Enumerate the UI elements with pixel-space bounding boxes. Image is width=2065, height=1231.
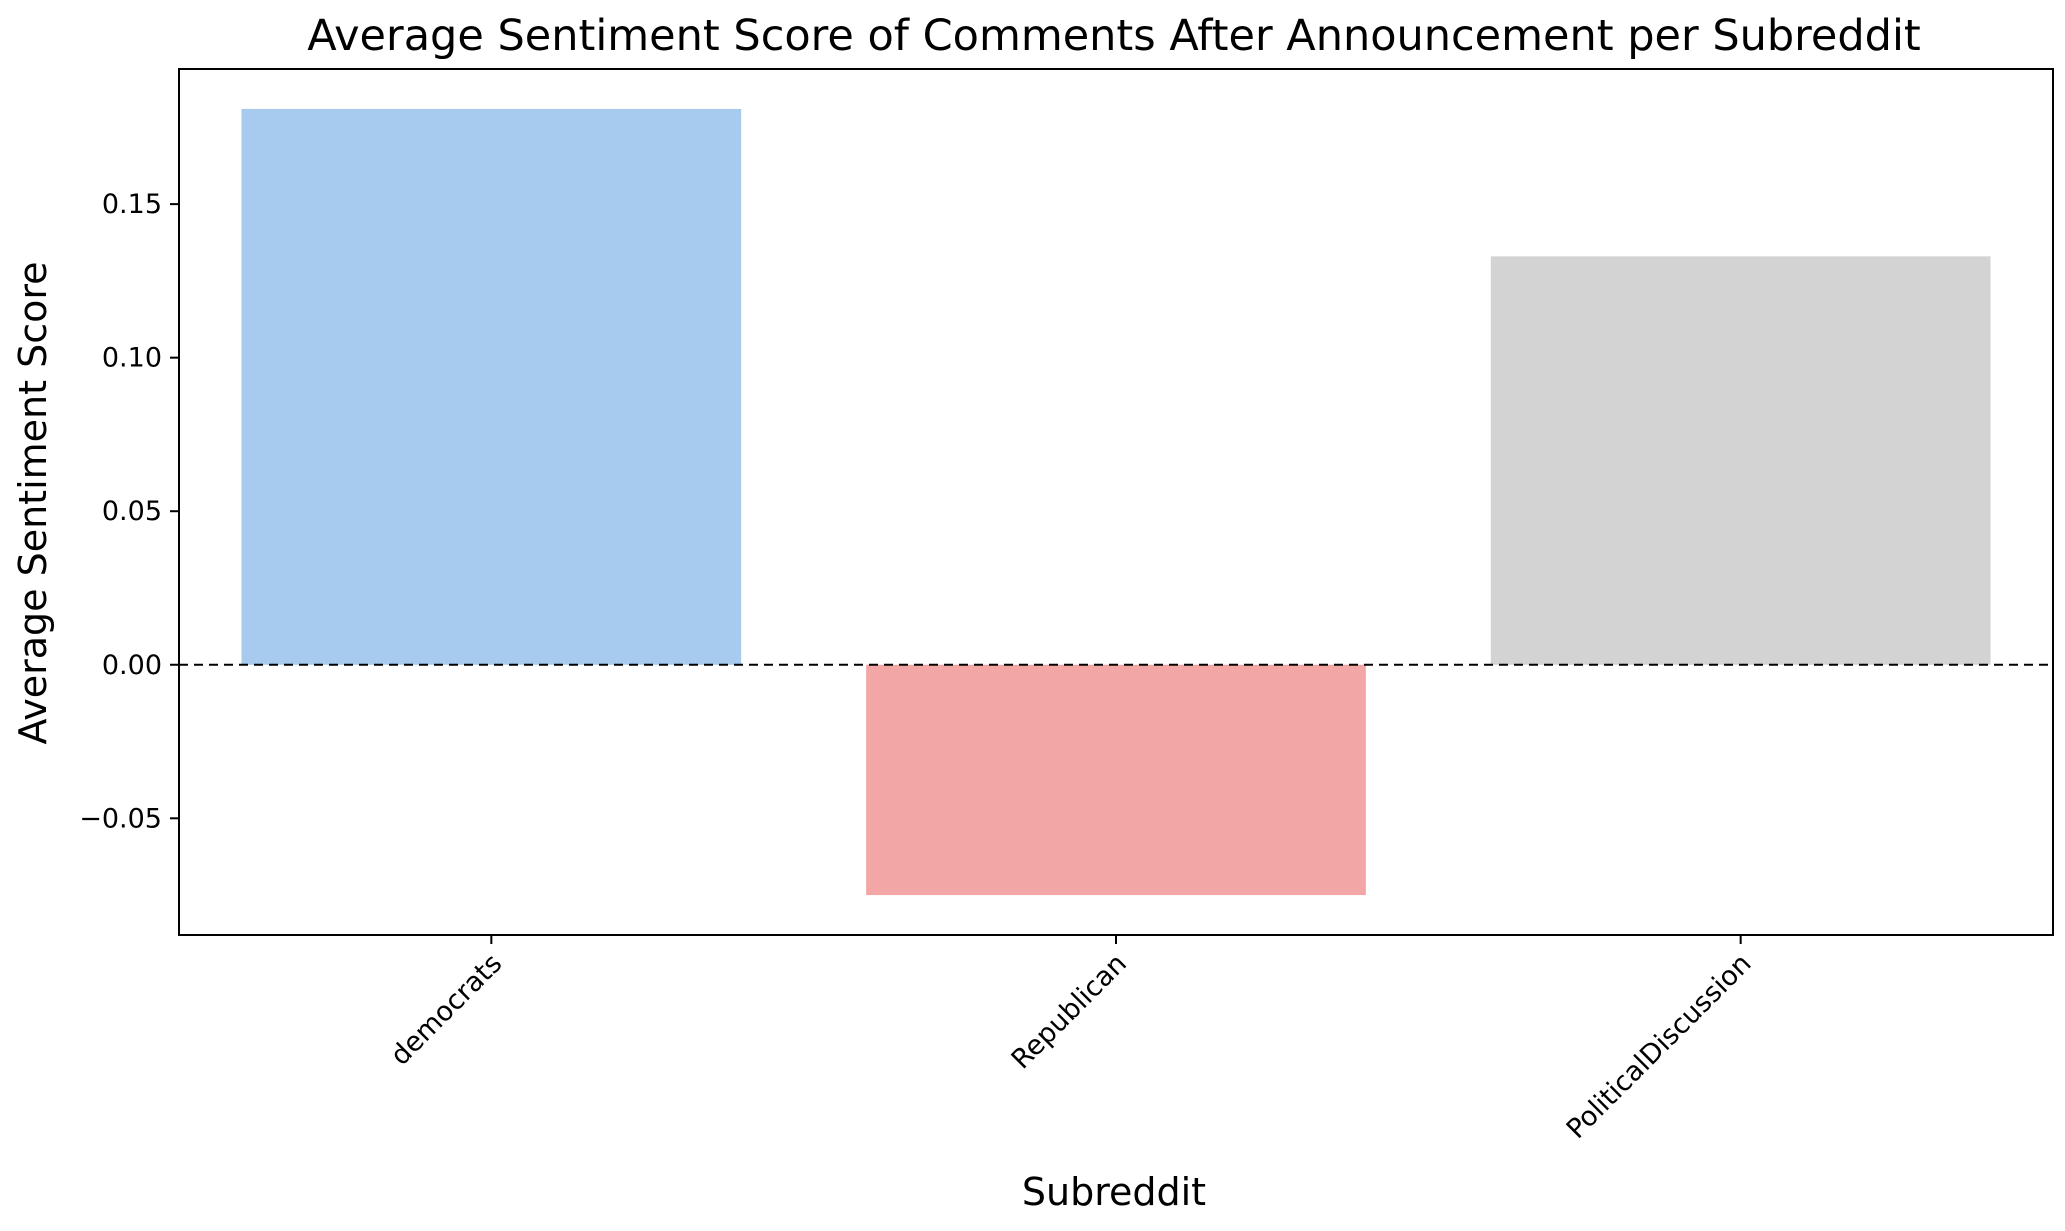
- bar-democrats: [241, 108, 742, 665]
- x-tick-label: democrats: [385, 948, 509, 1072]
- y-tick-label: 0.05: [102, 496, 162, 527]
- bar-republican: [866, 664, 1366, 896]
- y-tick-label: 0.00: [102, 650, 162, 681]
- chart-title: Average Sentiment Score of Comments Afte…: [307, 11, 1921, 61]
- y-tick-label: 0.15: [102, 189, 162, 220]
- y-axis-label: Average Sentiment Score: [11, 261, 55, 744]
- y-tick-label: 0.10: [102, 343, 162, 374]
- x-tick-label: Republican: [1006, 948, 1133, 1075]
- x-tick-label: PoliticalDiscussion: [1561, 948, 1758, 1145]
- x-axis-label: Subreddit: [1022, 1170, 1206, 1214]
- bar-politicaldiscussion: [1490, 256, 1991, 665]
- y-tick-label: −0.05: [79, 803, 162, 834]
- plot-area: −0.05 0.00 0.05 0.10 0.15 democrats Republican…: [79, 68, 2054, 1145]
